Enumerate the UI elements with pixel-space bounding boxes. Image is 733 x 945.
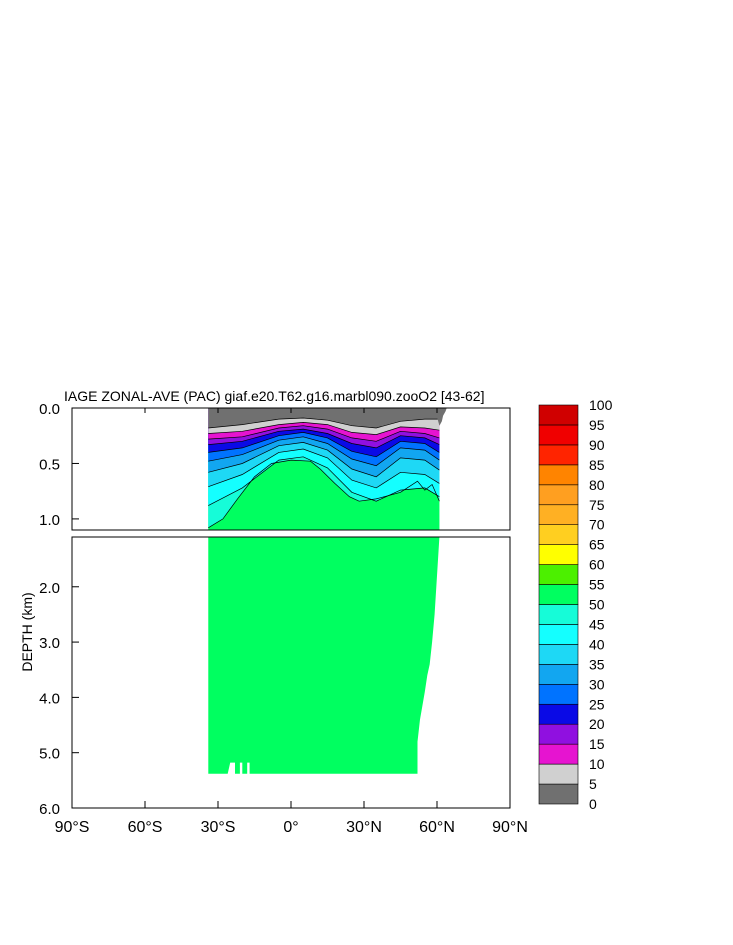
x-tick-label: 60°N — [419, 819, 455, 836]
colorbar-label: 0 — [589, 796, 597, 812]
y-tick-label: 3.0 — [39, 635, 60, 652]
contour-line-40 — [208, 448, 440, 489]
colorbar-label: 50 — [589, 597, 605, 613]
contour-line-45 — [208, 456, 440, 506]
colorbar-swatch — [538, 404, 579, 426]
colorbar-swatch — [538, 604, 579, 625]
colorbar-swatch — [538, 504, 579, 526]
colorbar-swatch — [538, 743, 579, 765]
colorbar-swatch — [538, 683, 579, 705]
colorbar-swatch — [538, 703, 579, 725]
band-50-deep — [208, 537, 440, 774]
y-tick-label: 5.0 — [39, 746, 60, 763]
colorbar-swatch — [538, 664, 579, 685]
colorbar-label: 15 — [589, 736, 605, 752]
x-tick-label: 0° — [283, 819, 298, 836]
colorbar-swatch — [538, 763, 579, 785]
colorbar-label: 45 — [589, 616, 605, 632]
colorbar-swatch — [538, 624, 579, 645]
colorbar-swatch — [538, 424, 579, 446]
contour-line-25 — [208, 432, 440, 458]
y-tick-label: 4.0 — [39, 690, 60, 707]
colorbar: 0 5 10 15 20 25 30 35 40 45 50 55 60 65 70 75 80 85 90 95 10… — [538, 397, 613, 812]
colorbar-swatch — [538, 644, 579, 665]
colorbar-swatch — [538, 564, 579, 585]
contour-line-35 — [208, 442, 440, 478]
colorbar-label: 70 — [589, 517, 605, 533]
colorbar-label: 10 — [589, 756, 605, 772]
colorbar-label: 40 — [589, 636, 605, 652]
colorbar-label: 95 — [589, 417, 605, 433]
y-tick-label: 2.0 — [39, 580, 60, 597]
colorbar-label: 80 — [589, 477, 605, 493]
x-tick-label: 30°S — [201, 819, 236, 836]
top-panel-fills — [208, 408, 447, 530]
colorbar-swatch — [538, 783, 579, 805]
colorbar-label: 25 — [589, 696, 605, 712]
colorbar-label: 90 — [589, 437, 605, 453]
y-tick-label: 0.0 — [39, 401, 60, 418]
top-panel — [71, 407, 511, 531]
y-axis-label: DEPTH (km) — [19, 592, 35, 671]
y-tick-label: 0.5 — [39, 456, 60, 473]
colorbar-swatch — [538, 444, 579, 466]
colorbar-label: 60 — [589, 557, 605, 573]
x-tick-label: 90°N — [492, 819, 528, 836]
contour-line-50 — [208, 459, 440, 529]
contour-line-10 — [208, 422, 440, 435]
plot-area: 0.0 0.5 1.0 2.0 3.0 4.0 5.0 6.090°S 60°S 30°S 0° 30… — [39, 401, 528, 836]
colorbar-swatch — [538, 544, 579, 565]
colorbar-label: 30 — [589, 676, 605, 692]
y-tick-label: 6.0 — [39, 801, 60, 818]
contour-line-20 — [208, 428, 440, 449]
bottom-panel-fills — [208, 537, 440, 774]
colorbar-label: 65 — [589, 537, 605, 553]
band-0-edge — [434, 408, 447, 426]
contour-line-15 — [208, 425, 440, 442]
colorbar-swatch — [538, 584, 579, 605]
colorbar-label: 75 — [589, 497, 605, 513]
colorbar-swatch — [538, 464, 579, 486]
contour-line-5 — [208, 417, 440, 429]
colorbar-label: 55 — [589, 577, 605, 593]
x-tick-label: 30°N — [346, 819, 382, 836]
colorbar-label: 5 — [589, 776, 597, 792]
band-0 — [208, 408, 440, 428]
x-tick-label: 60°S — [128, 819, 163, 836]
colorbar-label: 35 — [589, 656, 605, 672]
colorbar-label: 100 — [589, 397, 613, 413]
y-tick-label: 1.0 — [39, 512, 60, 529]
colorbar-swatch — [538, 524, 579, 545]
contour-line-30 — [208, 436, 440, 467]
colorbar-swatch — [538, 723, 579, 745]
colorbar-label: 85 — [589, 457, 605, 473]
chart-title: IAGE ZONAL-AVE (PAC) giaf.e20.T62.g16.ma… — [64, 388, 484, 404]
colorbar-label: 20 — [589, 716, 605, 732]
x-tick-label: 90°S — [55, 819, 90, 836]
axes: 0.0 0.5 1.0 2.0 3.0 4.0 5.0 6.090°S 60°S 30°S 0° 30… — [39, 401, 528, 836]
bottom-panel — [71, 536, 511, 809]
colorbar-swatch — [538, 484, 579, 506]
